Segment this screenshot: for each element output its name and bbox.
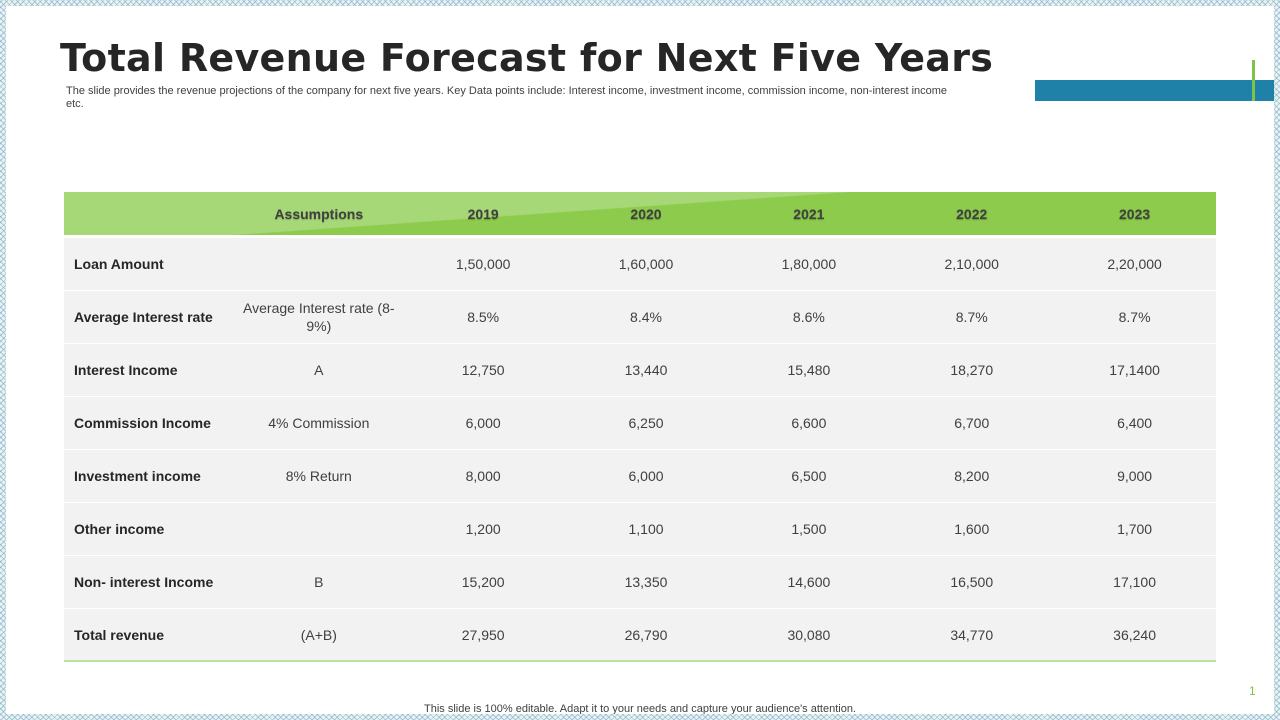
- value-cell: 2,10,000: [944, 256, 999, 272]
- value-cell: 17,100: [1113, 574, 1156, 590]
- value-cell: 12,750: [461, 362, 505, 378]
- value-cell: 8,000: [465, 468, 501, 484]
- value-cell: 14,600: [787, 574, 831, 590]
- value-cell: 8.6%: [792, 309, 825, 325]
- assumption-cell: 4% Commission: [268, 415, 370, 431]
- value-cell: 6,250: [628, 415, 664, 431]
- table-row: Commission Income 4% Commission 6,000 6,250…: [64, 397, 1216, 450]
- value-cell: 1,50,000: [455, 256, 511, 272]
- value-cell: 6,700: [954, 415, 990, 431]
- value-cell: 17,1400: [1109, 362, 1160, 378]
- table-row: Interest Income A 12,750 13,440 15,480 18,270…: [64, 344, 1216, 397]
- page-number: 1: [1249, 684, 1256, 698]
- row-label: Commission Income: [74, 415, 211, 431]
- value-cell: 15,200: [461, 574, 505, 590]
- table-row: Loan Amount 1,50,000 1,60,000 1,80,000 2,10,…: [64, 238, 1216, 291]
- revenue-table: Assumptions 2019 2020 2021 2022 2023 Loa…: [64, 192, 1216, 662]
- table-row: Other income 1,200 1,100 1,500 1,600 1,700: [64, 503, 1216, 556]
- assumption-cell: 8% Return: [285, 468, 352, 484]
- assumption-cell: Average Interest rate (8-9%): [243, 300, 395, 334]
- value-cell: 26,790: [624, 626, 668, 643]
- value-cell: 1,100: [628, 521, 664, 537]
- footer-note: This slide is 100% editable. Adapt it to…: [424, 703, 856, 714]
- table-body: Loan Amount 1,50,000 1,60,000 1,80,000 2,10,…: [64, 238, 1216, 662]
- value-cell: 15,480: [787, 362, 831, 378]
- header-cell-2022: 2022: [956, 205, 988, 222]
- value-cell: 6,000: [628, 468, 664, 484]
- value-cell: 1,80,000: [781, 256, 837, 272]
- assumption-cell: A: [314, 362, 324, 378]
- value-cell: 13,440: [624, 362, 668, 378]
- value-cell: 8.4%: [630, 309, 662, 325]
- value-cell: 18,270: [950, 362, 994, 378]
- value-cell: 6,600: [791, 415, 827, 431]
- row-label: Interest Income: [74, 362, 178, 378]
- assumption-cell: (A+B): [300, 626, 337, 643]
- header-cell-2021: 2021: [793, 205, 825, 222]
- accent-line: [1252, 60, 1255, 101]
- value-cell: 36,240: [1113, 626, 1156, 643]
- accent-bar: [1035, 80, 1274, 101]
- value-cell: 2,20,000: [1107, 256, 1162, 272]
- header-cell-2020: 2020: [630, 205, 662, 222]
- value-cell: 30,080: [787, 626, 831, 643]
- row-label: Investment income: [74, 468, 201, 484]
- value-cell: 1,60,000: [618, 256, 674, 272]
- row-label: Loan Amount: [74, 256, 164, 272]
- value-cell: 8,200: [954, 468, 990, 484]
- header-cell-assumptions: Assumptions: [274, 205, 364, 222]
- value-cell: 6,000: [465, 415, 501, 431]
- value-cell: 6,500: [791, 468, 827, 484]
- value-cell: 16,500: [950, 574, 994, 590]
- value-cell: 8.5%: [467, 309, 500, 325]
- value-cell: 34,770: [950, 626, 994, 643]
- table-row: Total revenue (A+B) 27,950 26,790 30,080 34,7…: [64, 609, 1216, 662]
- table-header: Assumptions 2019 2020 2021 2022 2023: [64, 192, 1216, 238]
- value-cell: 27,950: [461, 626, 505, 643]
- row-label: Other income: [74, 521, 165, 537]
- table-row: Average Interest rate Average Interest ra…: [64, 291, 1216, 344]
- value-cell: 8.7%: [955, 309, 988, 325]
- page-subtitle: The slide provides the revenue projectio…: [66, 85, 948, 110]
- value-cell: 6,400: [1117, 415, 1153, 431]
- page-title: Total Revenue Forecast for Next Five Yea…: [60, 36, 994, 80]
- value-cell: 8.7%: [1118, 309, 1151, 325]
- value-cell: 1,500: [791, 521, 827, 537]
- row-label: Non- interest Income: [74, 574, 214, 590]
- row-label: Average Interest rate: [74, 309, 213, 325]
- value-cell: 9,000: [1117, 468, 1153, 484]
- slide: Total Revenue Forecast for Next Five Yea…: [6, 6, 1274, 714]
- assumption-cell: B: [314, 574, 324, 590]
- table-row: Non- interest Income B 15,200 13,350 14,600 1…: [64, 556, 1216, 609]
- header-cell-2023: 2023: [1119, 205, 1151, 222]
- value-cell: 1,200: [465, 521, 501, 537]
- value-cell: 1,700: [1117, 521, 1153, 537]
- value-cell: 13,350: [624, 574, 668, 590]
- row-label: Total revenue: [74, 626, 164, 643]
- value-cell: 1,600: [954, 521, 990, 537]
- header-cell-2019: 2019: [467, 205, 499, 222]
- table-row: Investment income 8% Return 8,000 6,000 6,50…: [64, 450, 1216, 503]
